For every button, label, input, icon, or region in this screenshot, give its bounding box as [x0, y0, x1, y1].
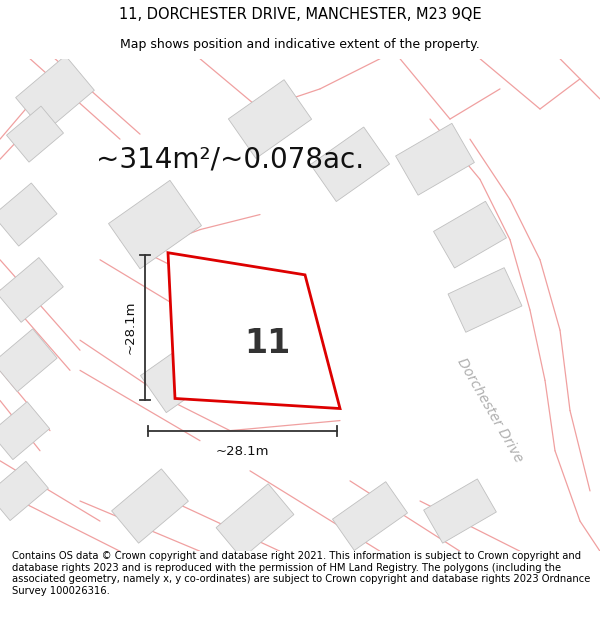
Polygon shape	[203, 276, 287, 354]
Text: ~28.1m: ~28.1m	[124, 301, 137, 354]
Polygon shape	[140, 338, 220, 412]
Text: 11, DORCHESTER DRIVE, MANCHESTER, M23 9QE: 11, DORCHESTER DRIVE, MANCHESTER, M23 9Q…	[119, 7, 481, 22]
Polygon shape	[424, 479, 496, 543]
Polygon shape	[0, 329, 57, 392]
Polygon shape	[16, 56, 94, 132]
Polygon shape	[434, 201, 506, 268]
Polygon shape	[168, 253, 340, 409]
Polygon shape	[0, 461, 49, 521]
Polygon shape	[310, 127, 389, 201]
Polygon shape	[109, 181, 202, 269]
Polygon shape	[216, 484, 294, 559]
Polygon shape	[332, 482, 407, 551]
Text: Map shows position and indicative extent of the property.: Map shows position and indicative extent…	[120, 38, 480, 51]
Text: ~28.1m: ~28.1m	[216, 445, 269, 458]
Polygon shape	[229, 80, 311, 158]
Polygon shape	[0, 183, 57, 246]
Polygon shape	[0, 402, 50, 459]
Text: Dorchester Drive: Dorchester Drive	[454, 356, 526, 465]
Polygon shape	[7, 106, 64, 162]
Text: Contains OS data © Crown copyright and database right 2021. This information is : Contains OS data © Crown copyright and d…	[12, 551, 590, 596]
Text: ~314m²/~0.078ac.: ~314m²/~0.078ac.	[96, 145, 364, 173]
Polygon shape	[448, 268, 522, 332]
Text: 11: 11	[244, 328, 290, 360]
Polygon shape	[112, 469, 188, 543]
Polygon shape	[395, 123, 475, 195]
Polygon shape	[0, 258, 63, 322]
